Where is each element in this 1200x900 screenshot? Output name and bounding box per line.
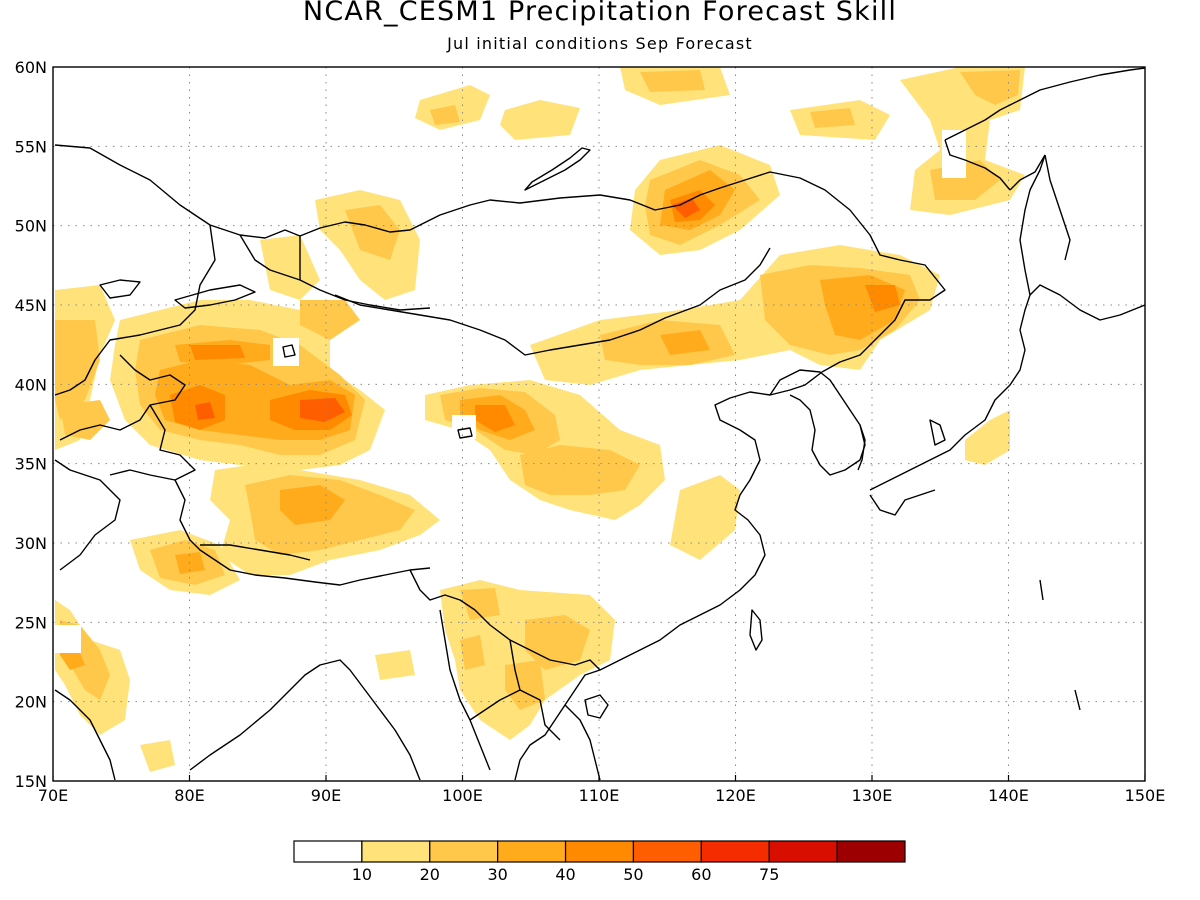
latitude-tick-labels: 15N 20N 25N 30N 35N 40N 45N 50N 55N 60N: [15, 58, 47, 791]
latitude-tick-label: 25N: [15, 613, 47, 632]
colorbar-swatch: [361, 840, 431, 863]
colorbar-swatch: [836, 840, 906, 863]
latitude-tick-label: 45N: [15, 296, 47, 315]
longitude-tick-label: 70E: [38, 786, 68, 805]
latitude-tick-label: 35N: [15, 455, 47, 474]
colorbar-label: 20: [420, 865, 440, 884]
latitude-tick-label: 50N: [15, 217, 47, 236]
colorbar-swatch: [497, 840, 567, 863]
colorbar-swatch: [768, 840, 838, 863]
colorbar-swatch: [429, 840, 499, 863]
map-subtitle: Jul initial conditions Sep Forecast: [447, 34, 753, 53]
map-title: NCAR_CESM1 Precipitation Forecast Skill: [302, 0, 898, 27]
longitude-tick-label: 110E: [579, 786, 620, 805]
longitude-tick-label: 80E: [174, 786, 204, 805]
colorbar-label: 10: [352, 865, 372, 884]
skill-level-40-50: [170, 190, 900, 432]
latitude-tick-label: 60N: [15, 58, 47, 77]
colorbar-label: 75: [759, 865, 779, 884]
longitude-tick-label: 130E: [852, 786, 893, 805]
colorbar-swatch: [700, 840, 770, 863]
longitude-tick-label: 140E: [988, 786, 1029, 805]
colorbar-label: 40: [555, 865, 575, 884]
latitude-tick-label: 40N: [15, 375, 47, 394]
colorbar-label: 60: [691, 865, 711, 884]
longitude-tick-label: 100E: [442, 786, 483, 805]
colorbar: [293, 840, 906, 863]
missing-data-cells: [55, 130, 966, 653]
coastlines-and-borders: [54, 67, 1145, 781]
longitude-tick-label: 90E: [311, 786, 341, 805]
latitude-tick-label: 20N: [15, 693, 47, 712]
skill-shading: [55, 67, 1025, 772]
latitude-tick-label: 15N: [15, 772, 47, 791]
longitude-tick-label: 150E: [1125, 786, 1166, 805]
colorbar-swatch: [632, 840, 702, 863]
colorbar-swatch: [564, 840, 635, 863]
colorbar-labels: 10 20 30 40 50 60 75: [352, 865, 780, 884]
skill-level-50-60: [195, 198, 700, 422]
latitude-tick-label: 55N: [15, 137, 47, 156]
map-frame: [52, 66, 1146, 782]
latitude-tick-label: 30N: [15, 534, 47, 553]
longitude-tick-labels: 70E 80E 90E 100E 110E 120E 130E 140E 150E: [38, 786, 1166, 805]
longitude-tick-label: 120E: [715, 786, 756, 805]
colorbar-label: 30: [487, 865, 507, 884]
colorbar-swatch: [293, 840, 363, 863]
colorbar-label: 50: [623, 865, 643, 884]
